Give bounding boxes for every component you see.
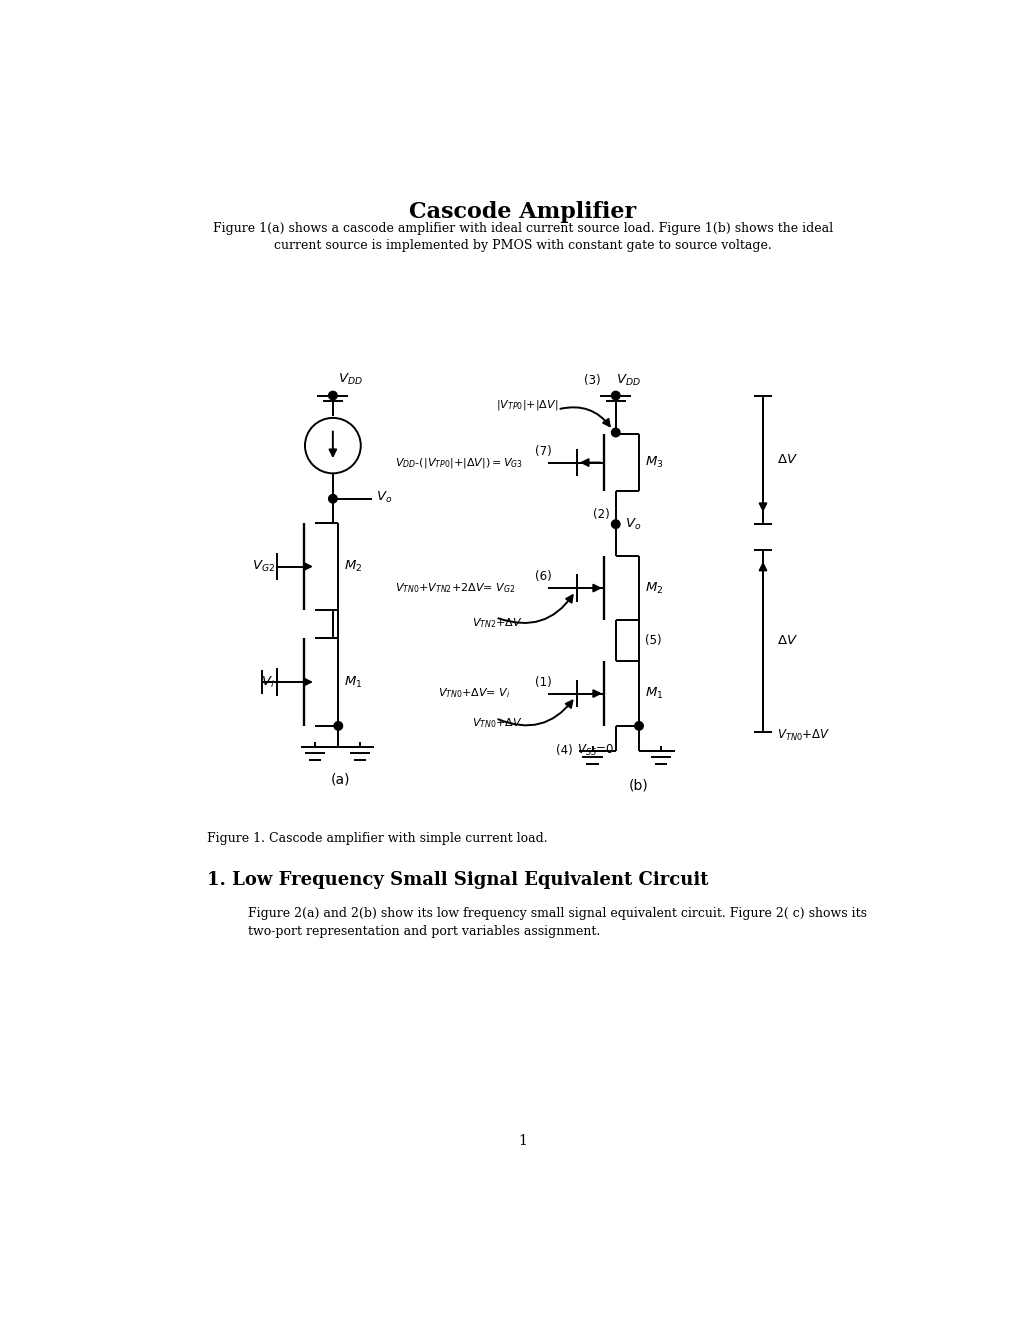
Text: $M_3$: $M_3$ xyxy=(645,455,663,470)
Text: $V_{TN0}$+$\Delta V$= $V_i$: $V_{TN0}$+$\Delta V$= $V_i$ xyxy=(437,686,510,701)
Text: (4): (4) xyxy=(555,744,573,758)
Circle shape xyxy=(328,495,337,503)
Text: Figure 1. Cascode amplifier with simple current load.: Figure 1. Cascode amplifier with simple … xyxy=(206,832,546,845)
Circle shape xyxy=(333,722,342,730)
Text: 1. Low Frequency Small Signal Equivalent Circuit: 1. Low Frequency Small Signal Equivalent… xyxy=(206,871,707,888)
Text: $M_2$: $M_2$ xyxy=(645,581,663,595)
Text: $M_2$: $M_2$ xyxy=(344,558,363,574)
Text: $V_{TN0}$+$V_{TN2}$+$2\Delta V$= $V_{G2}$: $V_{TN0}$+$V_{TN2}$+$2\Delta V$= $V_{G2}… xyxy=(394,581,515,595)
Text: $V_{DD}$: $V_{DD}$ xyxy=(615,372,640,388)
Text: (3): (3) xyxy=(583,374,599,387)
Text: (b): (b) xyxy=(629,779,648,792)
Text: $\Delta V$: $\Delta V$ xyxy=(776,635,797,647)
Text: $V_{G2}$: $V_{G2}$ xyxy=(252,558,274,574)
Text: $V_{DD}$-$(|V_{TP0}|$+$|\Delta V|)=V_{G3}$: $V_{DD}$-$(|V_{TP0}|$+$|\Delta V|)=V_{G3… xyxy=(394,455,523,470)
Text: $V_o$: $V_o$ xyxy=(375,490,391,504)
Circle shape xyxy=(328,391,337,400)
Text: (6): (6) xyxy=(534,570,551,583)
Text: $M_1$: $M_1$ xyxy=(344,675,363,689)
Text: (2): (2) xyxy=(592,508,609,521)
Text: $V_{TN0}$+$\Delta V$: $V_{TN0}$+$\Delta V$ xyxy=(472,715,523,730)
Circle shape xyxy=(610,520,620,528)
Text: 1: 1 xyxy=(518,1134,527,1148)
Text: $V_{DD}$: $V_{DD}$ xyxy=(338,372,363,387)
Text: $V_{SS}$=0: $V_{SS}$=0 xyxy=(577,743,613,758)
Text: two-port representation and port variables assignment.: two-port representation and port variabl… xyxy=(248,924,599,937)
Text: (a): (a) xyxy=(330,774,351,787)
Text: current source is implemented by PMOS with constant gate to source voltage.: current source is implemented by PMOS wi… xyxy=(274,239,770,252)
Text: Figure 2(a) and 2(b) show its low frequency small signal equivalent circuit. Fig: Figure 2(a) and 2(b) show its low freque… xyxy=(248,907,866,920)
Text: $V_i$: $V_i$ xyxy=(261,675,274,689)
Circle shape xyxy=(610,428,620,437)
Text: $|V_{TP0}|$+$|\Delta V|$: $|V_{TP0}|$+$|\Delta V|$ xyxy=(495,397,557,412)
Text: $V_{TN0}$+$\Delta V$: $V_{TN0}$+$\Delta V$ xyxy=(776,729,829,743)
Circle shape xyxy=(634,722,643,730)
Text: Cascode Amplifier: Cascode Amplifier xyxy=(409,201,636,223)
Text: Figure 1(a) shows a cascode amplifier with ideal current source load. Figure 1(b: Figure 1(a) shows a cascode amplifier wi… xyxy=(213,222,832,235)
Text: $V_{TN2}$+$\Delta V$: $V_{TN2}$+$\Delta V$ xyxy=(472,616,523,630)
Text: (7): (7) xyxy=(534,445,551,458)
Text: (5): (5) xyxy=(645,635,661,647)
Text: $V_o$: $V_o$ xyxy=(625,516,641,532)
Text: $M_1$: $M_1$ xyxy=(645,686,663,701)
Text: (1): (1) xyxy=(534,676,551,689)
Text: $\Delta V$: $\Delta V$ xyxy=(776,453,797,466)
Circle shape xyxy=(610,391,620,400)
